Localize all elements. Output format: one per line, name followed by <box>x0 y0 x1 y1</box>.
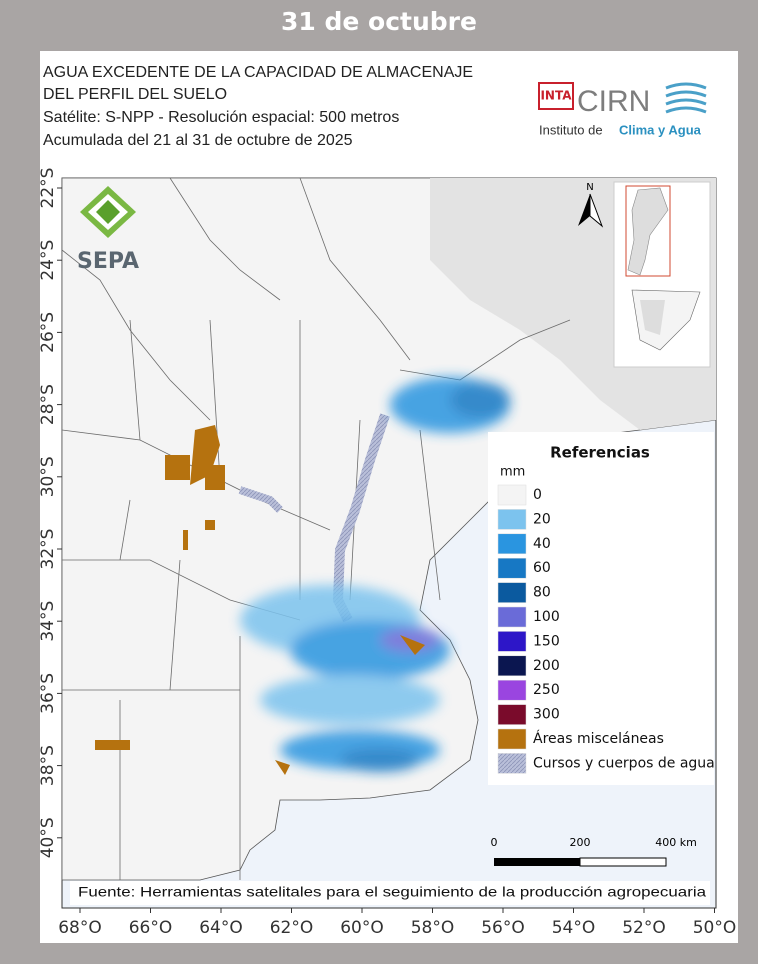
latitude-label: 28°S <box>38 384 58 425</box>
legend-swatch <box>497 679 527 701</box>
latitude-label: 32°S <box>38 529 58 570</box>
longitude-label: 52°O <box>622 918 666 938</box>
latitude-label: 36°S <box>38 673 58 714</box>
title-line: DEL PERFIL DEL SUELO <box>43 86 227 103</box>
longitude-label: 64°O <box>199 918 243 938</box>
legend-label: 150 <box>533 633 560 649</box>
legend: Referencias mm 0 20 40 60 80 100 150 200 250 300 Á… <box>488 432 715 785</box>
legend-unit: mm <box>500 465 525 480</box>
latitude-label: 40°S <box>38 817 58 858</box>
longitude-label: 58°O <box>411 918 455 938</box>
scale-label: 200 <box>570 836 591 849</box>
legend-label: 250 <box>533 682 560 698</box>
legend-label: Áreas misceláneas <box>533 730 664 747</box>
legend-swatch <box>497 509 527 530</box>
legend-label: 0 <box>533 487 542 503</box>
legend-label: Cursos y cuerpos de agua <box>533 755 715 771</box>
legend-swatch <box>497 753 527 774</box>
title-line: AGUA EXCEDENTE DE LA CAPACIDAD DE ALMACE… <box>43 64 473 81</box>
legend-title: Referencias <box>550 444 650 462</box>
title-line: Acumulada del 21 al 31 de octubre de 202… <box>43 132 353 149</box>
latitude-label: 24°S <box>38 240 58 281</box>
longitude-label: 60°O <box>340 918 384 938</box>
north-label: N <box>586 182 593 193</box>
longitude-label: 62°O <box>270 918 314 938</box>
latitude-label: 38°S <box>38 745 58 786</box>
legend-swatch <box>497 557 527 579</box>
scale-bar: 0 200 400 km <box>491 836 697 867</box>
legend-swatch <box>497 606 527 628</box>
longitude-label: 54°O <box>552 918 596 938</box>
source-text: Fuente: Herramientas satelitales para el… <box>78 884 706 900</box>
legend-swatch <box>497 582 527 603</box>
scale-label: 400 km <box>655 836 697 849</box>
legend-label: 40 <box>533 536 551 552</box>
longitude-label: 50°O <box>693 918 737 938</box>
sepa-logo: SEPA <box>77 186 139 274</box>
institute-name: Clima y Agua <box>619 122 702 137</box>
legend-swatch <box>497 533 527 555</box>
legend-label: 100 <box>533 609 560 625</box>
scale-label: 0 <box>491 836 498 849</box>
title-line: Satélite: S-NPP - Resolución espacial: 5… <box>43 109 399 126</box>
legend-swatch <box>497 704 527 725</box>
north-arrow: N <box>578 182 604 228</box>
map-area: SEPA N <box>61 177 717 909</box>
latitude-label: 34°S <box>38 601 58 642</box>
legend-label: 80 <box>533 585 551 601</box>
cirn-text: CIRN <box>577 85 650 118</box>
latitude-label: 30°S <box>38 456 58 497</box>
latitude-label: 22°S <box>38 168 58 209</box>
inta-text: INTA <box>540 89 572 103</box>
longitude-label: 68°O <box>58 918 102 938</box>
longitude-label: 66°O <box>129 918 173 938</box>
institute-prefix: Instituto de <box>539 122 603 137</box>
legend-label: 200 <box>533 658 560 674</box>
inta-logo: INTA CIRN Instituto de Clima y Agua <box>538 82 707 137</box>
legend-label: 20 <box>533 511 551 527</box>
legend-label: 300 <box>533 707 560 723</box>
sepa-text: SEPA <box>77 249 139 274</box>
legend-swatch <box>497 484 527 506</box>
legend-swatch <box>497 728 527 750</box>
latitude-label: 26°S <box>38 312 58 353</box>
source-box <box>70 881 710 905</box>
legend-swatch <box>497 655 527 677</box>
legend-label: 60 <box>533 560 551 576</box>
longitude-label: 56°O <box>481 918 525 938</box>
header-date: 31 de octubre <box>281 7 477 36</box>
legend-swatch <box>497 631 527 652</box>
inset-maps <box>613 181 711 368</box>
